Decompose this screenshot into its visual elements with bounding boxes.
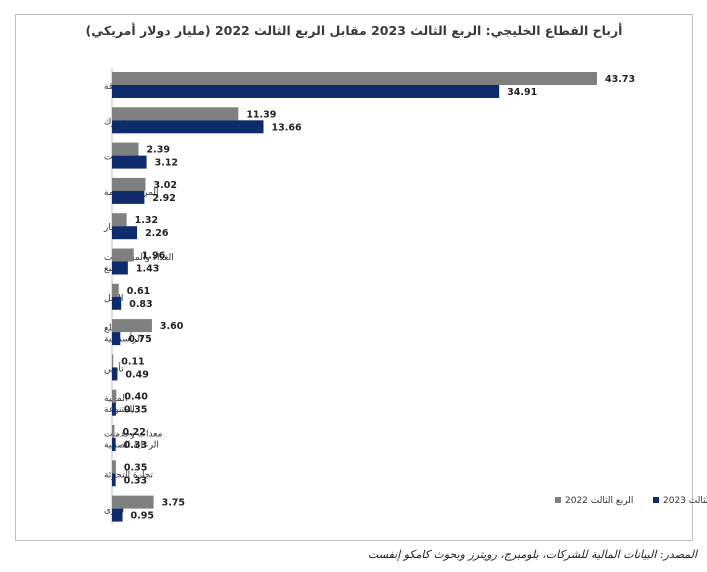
data-label: 3.12	[155, 158, 178, 169]
data-label: 2.92	[152, 193, 175, 204]
bar-q3-2023	[112, 367, 118, 381]
bar-q3-2022	[112, 72, 597, 85]
data-label: 0.49	[125, 369, 148, 380]
bar-q3-2023	[112, 508, 123, 522]
legend-swatch	[653, 497, 659, 503]
category-label: معدات وخدمات	[104, 430, 163, 440]
category-label: الغذاء والمشروبات	[104, 253, 174, 263]
bar-q3-2022	[112, 460, 116, 474]
bar-q3-2022	[112, 142, 139, 156]
data-label: 3.02	[153, 180, 176, 191]
bar-q3-2023	[112, 120, 264, 134]
data-label: 0.33	[124, 440, 147, 451]
data-label: 0.35	[124, 405, 147, 416]
data-label: 1.43	[136, 264, 159, 275]
data-label: 0.22	[122, 427, 145, 438]
data-label: 34.91	[507, 87, 537, 98]
data-label: 1.96	[142, 251, 166, 262]
bar-q3-2022	[112, 389, 117, 403]
data-label: 13.66	[272, 122, 302, 133]
bar-q3-2023	[112, 402, 116, 416]
data-label: 2.39	[147, 145, 170, 156]
bar-q3-2022	[112, 495, 154, 509]
bar-q3-2023	[112, 85, 500, 98]
chart-title: أرباح القطاع الخليجي: الربع الثالث 2023 …	[85, 23, 623, 38]
bar-q3-2023	[112, 438, 116, 451]
data-label: 0.11	[121, 356, 144, 367]
source-note: المصدر: البيانات المالية للشركات، بلومبر…	[367, 548, 697, 561]
data-label: 1.32	[135, 215, 158, 226]
data-label: 0.33	[124, 475, 147, 486]
category-label: المتنوعة	[104, 405, 135, 415]
bar-q3-2023	[112, 296, 122, 310]
data-label: 0.40	[124, 392, 148, 403]
data-label: 2.26	[145, 228, 169, 239]
bar-q3-2022	[112, 248, 134, 262]
chart-svg: طاقة43.7334.91البنوك11.3913.66الاتصالات2…	[103, 68, 707, 524]
bar-q3-2022	[112, 354, 114, 368]
data-label: 0.35	[124, 462, 147, 473]
data-label: 0.83	[129, 299, 152, 310]
bar-q3-2023	[112, 155, 147, 169]
legend-swatch	[555, 497, 561, 503]
data-label: 0.61	[127, 286, 150, 297]
data-label: 0.95	[131, 511, 154, 522]
bar-q3-2022	[112, 213, 127, 227]
bar-q3-2023	[112, 332, 121, 346]
bar-q3-2022	[112, 177, 146, 191]
data-label: 11.39	[246, 109, 276, 120]
bar-q3-2022	[112, 283, 119, 297]
legend-label: الربع الثالث 2023	[663, 496, 707, 506]
data-label: 0.75	[128, 334, 151, 345]
bar-q3-2022	[112, 425, 115, 438]
data-label: 3.75	[162, 498, 185, 509]
data-label: 3.60	[160, 321, 184, 332]
bar-q3-2023	[112, 190, 145, 204]
data-label: 43.73	[605, 74, 635, 85]
chart-frame	[15, 14, 693, 541]
category-label: تجارة التجزئة	[104, 470, 154, 480]
category-label: الرعاية الصحية	[104, 441, 159, 451]
legend-label: الربع الثالث 2022	[565, 496, 633, 506]
bar-q3-2023	[112, 473, 116, 487]
bar-q3-2022	[112, 319, 152, 333]
bar-q3-2023	[112, 226, 138, 240]
bar-q3-2022	[112, 107, 239, 121]
bar-q3-2023	[112, 261, 128, 275]
